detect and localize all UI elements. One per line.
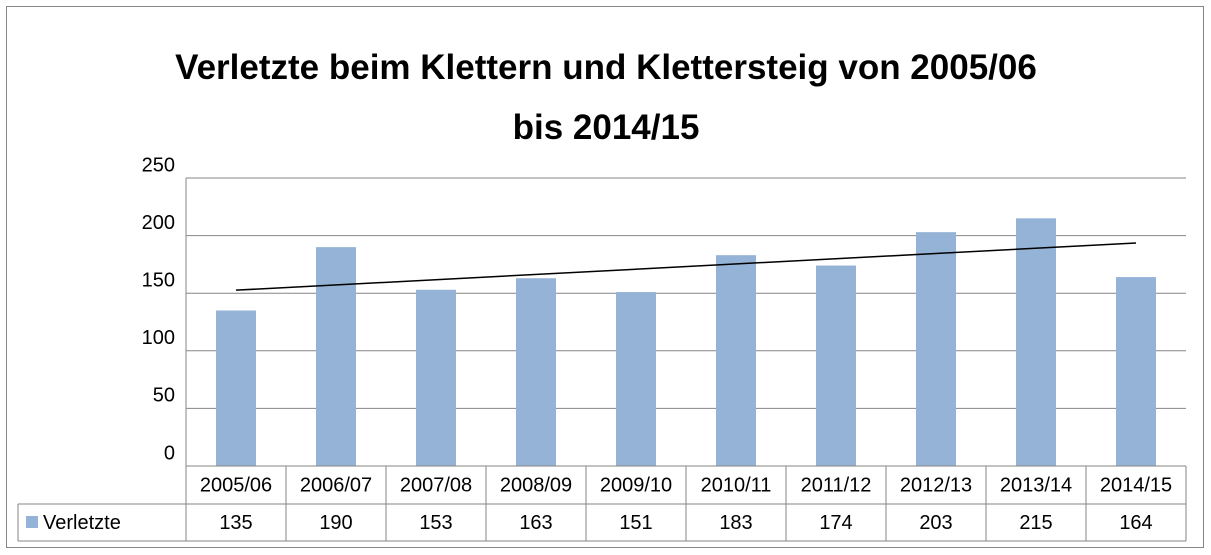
x-tick-label: 2014/15 bbox=[1100, 474, 1172, 496]
x-tick-label: 2009/10 bbox=[600, 474, 672, 496]
table-value: 215 bbox=[1019, 512, 1052, 534]
table-value: 151 bbox=[619, 512, 652, 534]
y-tick-label: 150 bbox=[142, 269, 175, 291]
y-tick-label: 0 bbox=[164, 442, 175, 464]
bar bbox=[1116, 277, 1156, 466]
table-value: 163 bbox=[519, 512, 552, 534]
legend-label: Verletzte bbox=[43, 512, 121, 534]
y-tick-label: 200 bbox=[142, 212, 175, 234]
x-tick-label: 2005/06 bbox=[200, 474, 272, 496]
bar bbox=[616, 292, 656, 466]
table-value: 153 bbox=[419, 512, 452, 534]
table-value: 135 bbox=[219, 512, 252, 534]
x-tick-label: 2011/12 bbox=[801, 474, 872, 496]
table-value: 174 bbox=[819, 512, 852, 534]
trendline bbox=[235, 242, 1137, 291]
bar bbox=[716, 255, 756, 466]
bar bbox=[416, 289, 456, 466]
x-tick-label: 2010/11 bbox=[701, 474, 772, 496]
y-tick-label: 250 bbox=[142, 154, 175, 176]
bar bbox=[316, 247, 356, 466]
table-value: 190 bbox=[319, 512, 352, 534]
x-tick-label: 2006/07 bbox=[300, 474, 372, 496]
table-value: 164 bbox=[1119, 512, 1152, 534]
y-tick-label: 50 bbox=[153, 385, 175, 407]
chart-title: Verletzte beim Klettern und Klettersteig… bbox=[175, 48, 1037, 147]
x-tick-label: 2013/14 bbox=[1000, 474, 1072, 496]
legend-swatch bbox=[26, 516, 38, 528]
x-tick-label: 2012/13 bbox=[900, 474, 972, 496]
table-value: 183 bbox=[719, 512, 752, 534]
y-tick-label: 100 bbox=[142, 327, 175, 349]
bar bbox=[1016, 218, 1056, 466]
x-tick-label: 2008/09 bbox=[500, 474, 572, 496]
bar bbox=[516, 278, 556, 466]
bar bbox=[816, 265, 856, 466]
bar bbox=[216, 310, 256, 466]
x-tick-label: 2007/08 bbox=[400, 474, 472, 496]
table-value: 203 bbox=[919, 512, 952, 534]
bar bbox=[916, 232, 956, 466]
chart-area bbox=[6, 6, 1204, 548]
